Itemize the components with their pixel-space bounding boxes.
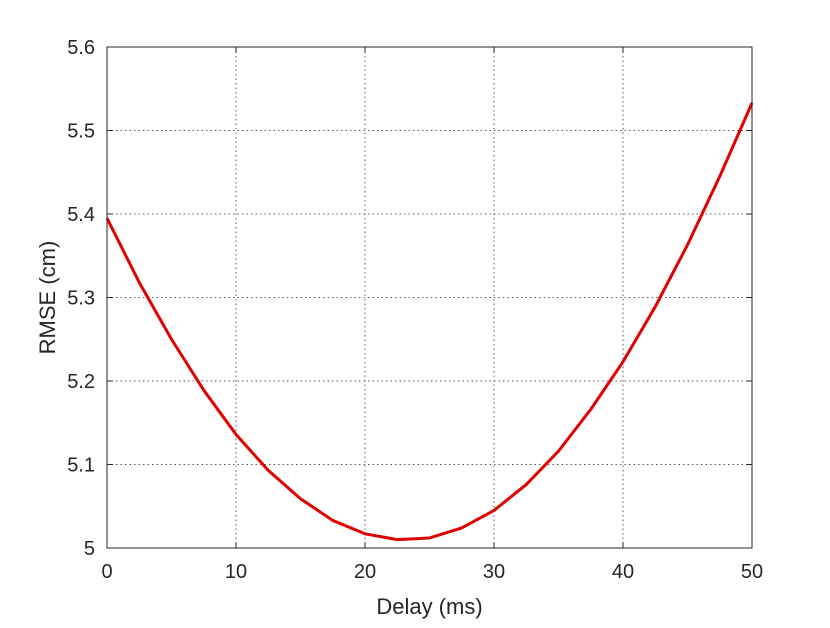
x-axis-label: Delay (ms): [376, 594, 482, 619]
x-tick-label: 20: [354, 561, 376, 583]
series-layer: [105, 102, 754, 542]
y-tick-label: 5.1: [67, 455, 95, 477]
y-tick-label: 5.4: [67, 204, 95, 226]
x-tick-label: 0: [101, 561, 112, 583]
y-tick-label: 5.5: [67, 121, 95, 143]
x-tick-label: 10: [225, 561, 247, 583]
y-tick-label: 5.2: [67, 371, 95, 393]
grid-lines: [107, 47, 752, 548]
x-tick-label: 50: [741, 561, 763, 583]
tick-layer: 0 10 20 30 40 50 5 5.1 5.2 5.3 5.4 5.5 5.6: [67, 37, 763, 583]
series-line: [105, 102, 754, 542]
y-tick-label: 5.3: [67, 288, 95, 310]
x-tick-label: 30: [483, 561, 505, 583]
plot-frame: [106, 46, 753, 549]
y-axis-label: RMSE (cm): [35, 241, 60, 355]
y-tick-label: 5: [84, 538, 95, 560]
x-tick-label: 40: [612, 561, 634, 583]
y-tick-label: 5.6: [67, 37, 95, 59]
